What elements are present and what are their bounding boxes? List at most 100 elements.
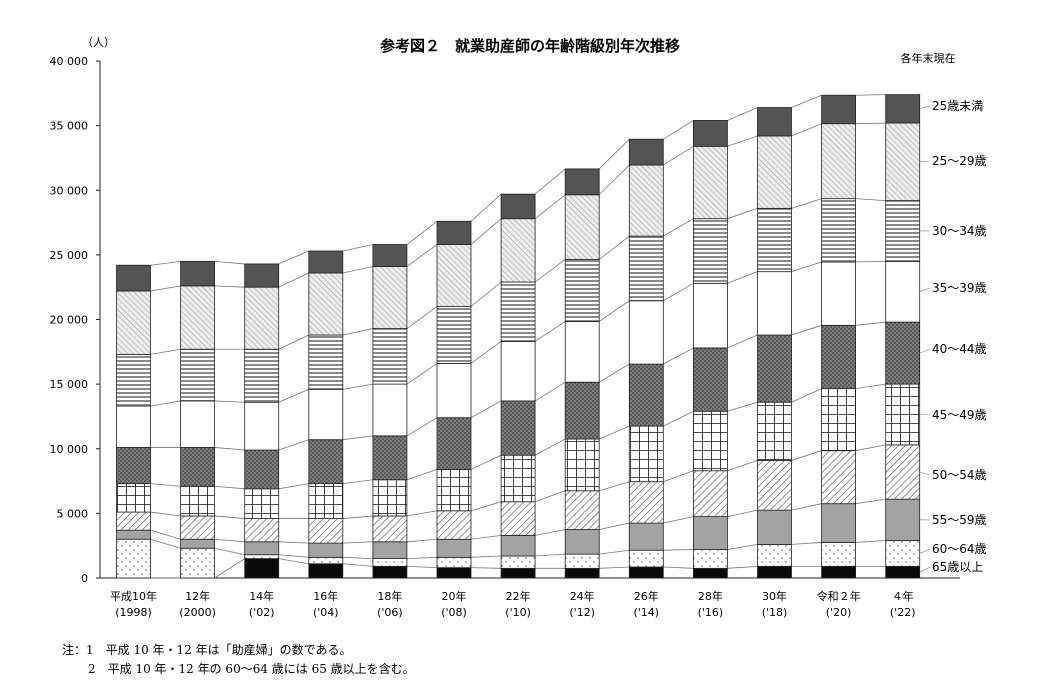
connector-line [791, 261, 822, 273]
bar-segment [116, 353, 151, 407]
connector-line [406, 306, 438, 329]
connector-line [470, 218, 502, 245]
x-tick-label: 26年 [634, 589, 659, 603]
connector-line [791, 94, 822, 108]
bar-segment [757, 509, 792, 545]
x-tick-label: 28年 [698, 589, 723, 603]
bar-segment [564, 553, 600, 569]
connector-line [406, 469, 438, 481]
connector-line [599, 425, 630, 440]
connector-line [342, 266, 373, 274]
bar-segment [693, 410, 728, 472]
connector-line [534, 490, 566, 503]
connector-line [406, 417, 438, 437]
bar-segment [436, 469, 472, 512]
connector-line [599, 566, 630, 569]
y-tick-label: 25 000 [50, 249, 89, 262]
connector-line [663, 549, 694, 551]
connector-line [406, 510, 438, 517]
bar-segment [436, 417, 472, 470]
bar-segment [244, 286, 280, 350]
bar-segment [116, 538, 151, 579]
bar-segment [180, 447, 216, 487]
connector-line [534, 381, 566, 402]
bar-segment [372, 541, 408, 560]
bar-segment [757, 543, 792, 567]
y-tick-label: 15 000 [50, 378, 89, 391]
bar-segment [564, 381, 600, 440]
connector-line [855, 383, 886, 390]
connector-line [214, 547, 245, 556]
bar-segment [308, 518, 344, 544]
bar-segment [564, 258, 600, 322]
connector-line [342, 244, 373, 252]
connector-line [534, 168, 566, 195]
bar-segment [693, 567, 728, 579]
bar-segment [116, 511, 151, 531]
y-tick-label: 30 000 [50, 184, 89, 197]
bar-segment [372, 515, 408, 543]
connector-line [470, 454, 502, 470]
connector-line [342, 541, 373, 544]
connector-line [663, 282, 694, 302]
y-tick-label: 40 000 [50, 55, 89, 68]
bar-segment [244, 449, 280, 490]
bar-segment [757, 401, 792, 461]
connector-line [791, 450, 822, 461]
bar-segment [308, 388, 344, 441]
connector-line [791, 198, 822, 209]
x-tick-label: 12年 [185, 589, 210, 603]
bar-segment [628, 425, 664, 483]
bar-segment [436, 244, 472, 307]
bar-segment [885, 122, 921, 201]
connector-line [663, 516, 694, 524]
bar-segment [372, 435, 408, 481]
bar-segment [885, 260, 921, 323]
x-tick-label: 14年 [249, 589, 274, 603]
bar-segment [564, 490, 600, 530]
bar-segment [436, 556, 472, 569]
connector-line [470, 281, 502, 307]
connector-line [214, 485, 245, 490]
connector-line [470, 193, 502, 222]
bar-segment [885, 498, 921, 541]
bar-segment [628, 566, 664, 579]
bar-segment [757, 135, 792, 209]
connector-line [278, 558, 309, 565]
bar-segment [885, 94, 921, 124]
bar-segment [500, 193, 536, 220]
bar-segment [757, 565, 792, 579]
bar-segment [564, 438, 600, 492]
bar-segment [180, 348, 216, 402]
connector-line [342, 479, 373, 485]
legend-label: 50〜54歳 [932, 468, 987, 482]
connector-line [278, 439, 309, 451]
connector-line [855, 94, 886, 96]
connector-line [342, 563, 373, 567]
legend-leader-line [919, 471, 931, 476]
connector-line [470, 400, 502, 419]
connector-line [470, 341, 502, 364]
bar-segment [436, 306, 472, 364]
bar-segment [436, 567, 472, 579]
connector-line [470, 567, 502, 569]
x-tick-sublabel: (2000) [179, 606, 216, 619]
bar-segment [821, 450, 856, 505]
chart-subtitle: 各年末現在 [901, 51, 956, 65]
connector-line [535, 553, 566, 557]
bar-segment [500, 341, 536, 402]
bar-segment [308, 272, 344, 336]
connector-line [150, 348, 181, 355]
bar-segment [757, 271, 792, 336]
x-tick-sublabel: ('08) [441, 606, 467, 619]
bar-segment [757, 334, 792, 403]
connector-line [727, 135, 758, 147]
bar-segment [116, 529, 151, 540]
connector-line [598, 164, 630, 196]
connector-line [598, 363, 630, 383]
bar-segment [885, 565, 921, 579]
connector-line [534, 321, 566, 342]
connector-line [598, 235, 630, 260]
bar-segment [821, 94, 856, 125]
legend-leader-line [919, 548, 931, 554]
